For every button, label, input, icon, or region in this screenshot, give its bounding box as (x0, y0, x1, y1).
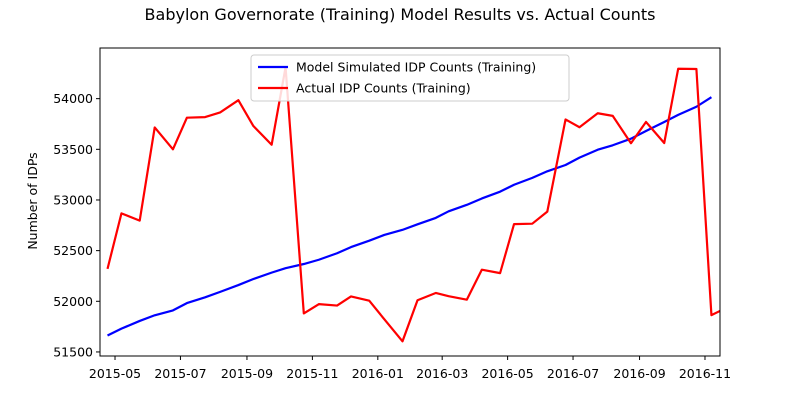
x-tick-label: 2016-07 (547, 366, 599, 381)
y-tick-label: 52500 (53, 243, 93, 258)
x-tick-label: 2016-05 (481, 366, 533, 381)
x-tick-label: 2016-03 (416, 366, 468, 381)
y-tick-label: 51500 (53, 344, 93, 359)
axes-frame (99, 47, 721, 357)
x-tick-label: 2015-11 (286, 366, 338, 381)
y-tick-label: 53000 (53, 192, 93, 207)
x-tick-label: 2016-01 (352, 366, 404, 381)
y-tick-label: 53500 (53, 142, 93, 157)
plot-area: 2015-05 2015-07 2015-09 2015-11 2016-01 2016-… (53, 47, 731, 381)
y-tick-label: 52000 (53, 294, 93, 309)
y-tick-label: 54000 (53, 91, 93, 106)
x-tick-label: 2015-07 (154, 366, 206, 381)
chart-title: Babylon Governorate (Training) Model Res… (145, 5, 656, 24)
legend-label-1: Model Simulated IDP Counts (Training) (296, 60, 536, 75)
x-tick-label: 2016-11 (679, 366, 731, 381)
y-axis-label: Number of IDPs (25, 152, 40, 249)
legend-box (250, 54, 570, 102)
series-line-1 (107, 96, 713, 337)
series-line-2 (106, 66, 720, 343)
x-tick-label: 2015-05 (89, 366, 141, 381)
x-tick-label: 2016-09 (613, 366, 665, 381)
legend-label-2: Actual IDP Counts (Training) (296, 81, 471, 96)
x-tick-label: 2015-09 (221, 366, 273, 381)
